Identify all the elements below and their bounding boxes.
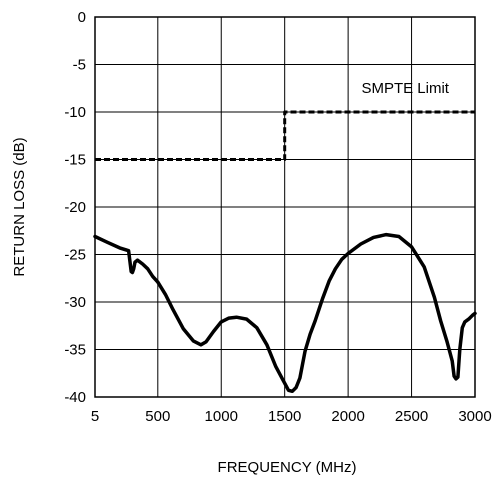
annotations: SMPTE Limit bbox=[361, 80, 449, 97]
y-tick-label: -35 bbox=[64, 342, 86, 359]
y-tick-label: -10 bbox=[64, 104, 86, 121]
smpte-limit-line bbox=[95, 110, 475, 161]
y-tick-label: -25 bbox=[64, 247, 86, 264]
y-tick-label: -30 bbox=[64, 294, 86, 311]
y-tick-label: -15 bbox=[64, 152, 86, 169]
y-tick-label: -40 bbox=[64, 389, 86, 406]
plot-frame bbox=[94, 16, 476, 398]
x-tick-labels: 5 500 1000 1500 2000 2500 3000 bbox=[91, 408, 492, 425]
x-tick-label: 1500 bbox=[268, 408, 301, 425]
y-tick-labels: 0 -5 -10 -15 -20 -25 -30 -35 -40 bbox=[64, 9, 86, 406]
x-tick-label: 2000 bbox=[331, 408, 364, 425]
grid bbox=[94, 16, 476, 398]
x-tick-label: 5 bbox=[91, 408, 99, 425]
y-axis-title: RETURN LOSS (dB) bbox=[11, 137, 28, 276]
y-tick-label: 0 bbox=[78, 9, 86, 26]
x-tick-label: 500 bbox=[145, 408, 170, 425]
series-group bbox=[93, 110, 477, 394]
smpte-limit-label: SMPTE Limit bbox=[361, 80, 449, 97]
x-tick-label: 2500 bbox=[395, 408, 428, 425]
x-axis-title: FREQUENCY (MHz) bbox=[218, 459, 357, 476]
y-tick-label: -20 bbox=[64, 199, 86, 216]
x-tick-label: 1000 bbox=[205, 408, 238, 425]
y-tick-label: -5 bbox=[73, 57, 86, 74]
return-loss-line bbox=[93, 232, 477, 394]
x-tick-label: 3000 bbox=[458, 408, 491, 425]
